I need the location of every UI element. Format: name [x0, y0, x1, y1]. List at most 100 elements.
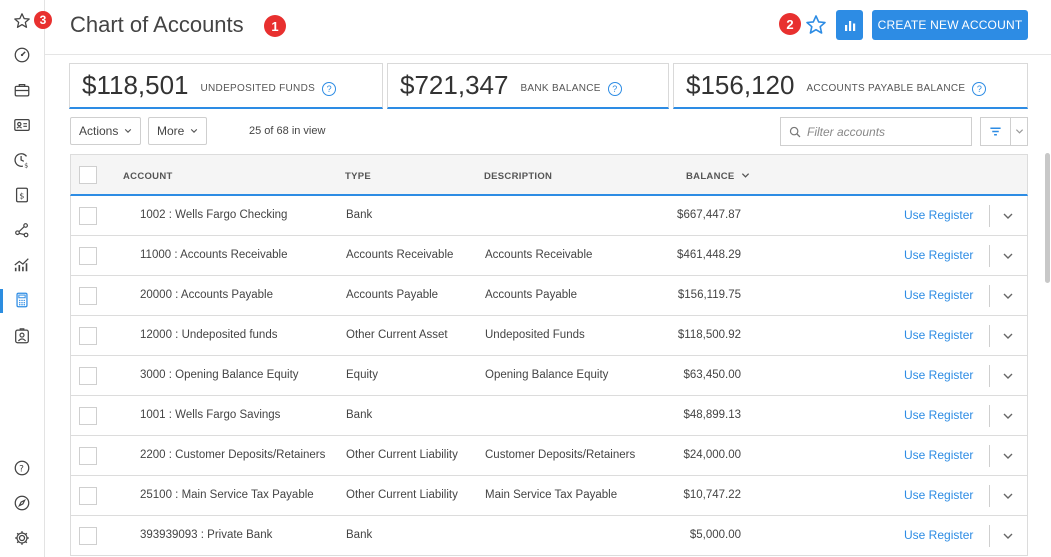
calculator-icon[interactable] [11, 289, 33, 311]
filter-icon[interactable] [981, 118, 1011, 145]
column-account[interactable]: ACCOUNT [123, 171, 173, 182]
account-description: Accounts Receivable [485, 249, 593, 261]
select-all-checkbox[interactable] [79, 166, 97, 184]
table-row[interactable]: 1001 : Wells Fargo Savings Bank $48,899.… [70, 396, 1028, 436]
clock-dollar-icon[interactable]: $ [11, 149, 33, 171]
table-row[interactable]: 393939093 : Private Bank Bank $5,000.00 … [70, 516, 1028, 556]
actions-label: Actions [79, 124, 119, 138]
column-description[interactable]: DESCRIPTION [484, 171, 553, 182]
filter-chevron-down-icon[interactable] [1011, 118, 1027, 145]
kpi-value: $118,501 [82, 70, 189, 100]
table-row[interactable]: 12000 : Undeposited funds Other Current … [70, 316, 1028, 356]
row-checkbox[interactable] [79, 287, 97, 305]
row-checkbox[interactable] [79, 207, 97, 225]
account-name: 11000 : Accounts Receivable [140, 249, 288, 261]
use-register-link[interactable]: Use Register [904, 288, 974, 302]
person-badge-icon[interactable] [11, 325, 33, 347]
help-icon[interactable]: ? [972, 81, 987, 96]
sort-desc-icon [741, 173, 749, 178]
use-register-link[interactable]: Use Register [904, 448, 974, 462]
column-balance[interactable]: BALANCE [686, 171, 750, 182]
row-checkbox[interactable] [79, 447, 97, 465]
use-register-link[interactable]: Use Register [904, 328, 974, 342]
row-menu-chevron-icon[interactable] [1002, 291, 1014, 301]
use-register-link[interactable]: Use Register [904, 248, 974, 262]
table-row[interactable]: 11000 : Accounts Receivable Accounts Rec… [70, 236, 1028, 276]
more-label: More [157, 124, 185, 138]
contact-card-icon[interactable] [11, 114, 33, 136]
row-menu-chevron-icon[interactable] [1002, 411, 1014, 421]
help-icon[interactable]: ? [607, 81, 622, 96]
speedometer-icon[interactable] [11, 44, 33, 66]
table-row[interactable]: 2200 : Customer Deposits/Retainers Other… [70, 436, 1028, 476]
active-indicator [0, 289, 3, 313]
row-menu-chevron-icon[interactable] [1002, 531, 1014, 541]
kpi-bank-balance[interactable]: $721,347 BANK BALANCE ? [387, 63, 669, 109]
account-balance: $48,899.13 [683, 409, 741, 421]
table-row[interactable]: 1002 : Wells Fargo Checking Bank $667,44… [70, 196, 1028, 236]
account-name: 2200 : Customer Deposits/Retainers [140, 449, 326, 461]
row-checkbox[interactable] [79, 327, 97, 345]
star-icon[interactable] [11, 10, 33, 32]
more-dropdown[interactable]: More [148, 117, 208, 145]
briefcase-icon[interactable] [11, 79, 33, 101]
use-register-link[interactable]: Use Register [904, 528, 974, 542]
account-balance: $10,747.22 [683, 489, 741, 501]
row-menu-chevron-icon[interactable] [1002, 451, 1014, 461]
row-divider [989, 285, 990, 307]
account-balance: $667,447.87 [677, 209, 741, 221]
row-checkbox[interactable] [79, 407, 97, 425]
scrollbar-thumb[interactable] [1045, 153, 1050, 283]
create-new-account-button[interactable]: CREATE NEW ACCOUNT [872, 10, 1028, 40]
use-register-link[interactable]: Use Register [904, 208, 974, 222]
row-divider [989, 365, 990, 387]
table-row[interactable]: 20000 : Accounts Payable Accounts Payabl… [70, 276, 1028, 316]
account-type: Equity [346, 369, 378, 381]
table-row[interactable]: 25100 : Main Service Tax Payable Other C… [70, 476, 1028, 516]
line-bar-chart-icon[interactable] [11, 254, 33, 276]
invoice-dollar-icon[interactable]: $ [11, 184, 33, 206]
account-description: Main Service Tax Payable [485, 489, 618, 501]
account-description: Undeposited Funds [485, 329, 585, 341]
row-menu-chevron-icon[interactable] [1002, 371, 1014, 381]
use-register-link[interactable]: Use Register [904, 408, 974, 422]
row-divider [989, 525, 990, 547]
row-menu-chevron-icon[interactable] [1002, 251, 1014, 261]
row-divider [989, 245, 990, 267]
column-type[interactable]: TYPE [345, 171, 372, 182]
row-menu-chevron-icon[interactable] [1002, 491, 1014, 501]
help-icon[interactable]: ? [322, 81, 337, 96]
account-type: Accounts Receivable [346, 249, 454, 261]
row-checkbox[interactable] [79, 367, 97, 385]
account-type: Bank [346, 409, 373, 421]
row-checkbox[interactable] [79, 247, 97, 265]
share-nodes-icon[interactable] [11, 219, 33, 241]
kpi-label: ACCOUNTS PAYABLE BALANCE [806, 83, 966, 94]
use-register-link[interactable]: Use Register [904, 368, 974, 382]
row-menu-chevron-icon[interactable] [1002, 331, 1014, 341]
kpi-accounts-payable[interactable]: $156,120 ACCOUNTS PAYABLE BALANCE ? [673, 63, 1028, 109]
filter-options-button[interactable] [980, 117, 1028, 146]
row-divider [989, 445, 990, 467]
row-checkbox[interactable] [79, 527, 97, 545]
kpi-value: $156,120 [686, 70, 795, 100]
badge-3: 3 [34, 11, 52, 29]
table-row[interactable]: 3000 : Opening Balance Equity Equity Ope… [70, 356, 1028, 396]
compass-icon[interactable] [11, 492, 33, 514]
row-checkbox[interactable] [79, 487, 97, 505]
kpi-undeposited-funds[interactable]: $118,501 UNDEPOSITED FUNDS ? [69, 63, 383, 109]
help-icon[interactable]: ? [11, 457, 33, 479]
row-menu-chevron-icon[interactable] [1002, 211, 1014, 221]
account-description: Customer Deposits/Retainers [485, 449, 636, 461]
actions-dropdown[interactable]: Actions [70, 117, 142, 145]
chevron-down-icon [191, 129, 198, 133]
account-balance: $461,448.29 [677, 249, 741, 261]
filter-accounts-input[interactable]: Filter accounts [780, 117, 972, 146]
gear-icon[interactable] [11, 527, 33, 549]
account-balance: $118,500.92 [677, 329, 741, 341]
use-register-link[interactable]: Use Register [904, 488, 974, 502]
bar-chart-icon [844, 21, 855, 31]
favorite-button[interactable] [805, 14, 827, 36]
svg-text:$: $ [19, 191, 24, 201]
report-button[interactable] [836, 10, 863, 40]
